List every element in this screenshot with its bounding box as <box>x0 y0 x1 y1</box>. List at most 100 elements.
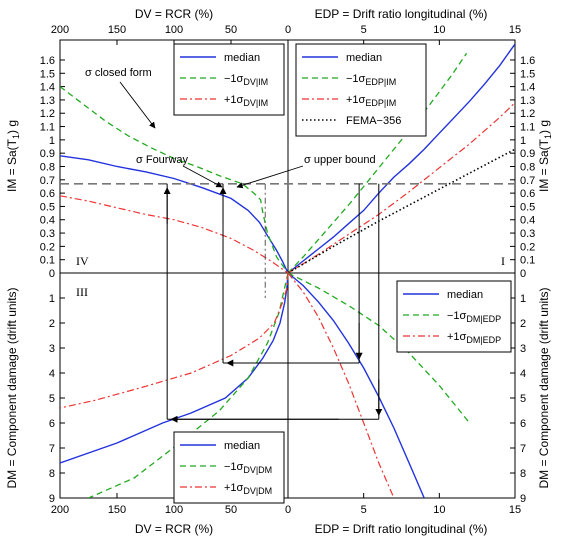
dv-tick-label-bottom: 50 <box>225 504 237 516</box>
left-lower-ylabel: DM = Component damage (drift units) <box>5 287 19 488</box>
annotation-upper-bound: σ upper bound <box>304 154 376 166</box>
im-tick-label-right: 0.6 <box>520 188 535 200</box>
im-tick-label-right: 0.8 <box>520 161 535 173</box>
q2-plus1-curve <box>287 272 395 498</box>
im-tick-label-left: 1.5 <box>40 68 55 80</box>
legend-label: −1σDV|DM <box>224 461 272 475</box>
edp-tick-label-bottom: 5 <box>361 504 367 516</box>
dv-tick-label-top: 50 <box>225 24 237 36</box>
dv-tick-label-bottom: 150 <box>108 504 126 516</box>
dm-tick-label-right: 1 <box>520 293 526 305</box>
im-tick-label-right: 0.2 <box>520 241 535 253</box>
dm-tick-label-left: 6 <box>49 418 55 430</box>
legend-box <box>173 43 285 116</box>
annotation-upper-bound-arrow <box>236 165 304 189</box>
annotation-fourway-arrow <box>182 165 223 188</box>
edp-tick-label-bottom: 10 <box>433 504 445 516</box>
im-tick-label-right: 0.9 <box>520 148 535 160</box>
dv-tick-label-top: 200 <box>51 24 69 36</box>
q1-plus1-curve <box>287 102 515 274</box>
legend-label: −1σDV|IM <box>224 73 268 87</box>
dm-tick-label-right: 7 <box>520 443 526 455</box>
q3-median-curve <box>60 272 289 464</box>
q4-minus1-curve <box>60 86 289 274</box>
right-lower-ylabel: DM = Component damage (drift units) <box>537 287 551 488</box>
legend-label: median <box>447 289 483 301</box>
top-right-xlabel: EDP = Drift ratio longitudinal (%) <box>315 7 488 21</box>
im-tick-label-left: 0.6 <box>40 188 55 200</box>
edp-tick-label-top: 0 <box>285 24 291 36</box>
legend-label: +1σEDP|IM <box>346 94 396 108</box>
annotation-closed-form: σ closed form <box>85 67 152 79</box>
q1-median-curve <box>287 43 515 274</box>
legends: median −1σDV|IM +1σDV|IM median −1σEDP|IM +1σ… <box>173 43 512 504</box>
projection-paths <box>163 183 383 423</box>
im-tick-label-right: 1.5 <box>520 68 535 80</box>
im-tick-label-right: 1.6 <box>520 55 535 67</box>
quadrant-label-i: I <box>501 254 505 268</box>
dm-tick-label-right: 3 <box>520 343 526 355</box>
im-tick-label-right: 0.5 <box>520 201 535 213</box>
im-tick-label-left: 1.2 <box>40 108 55 120</box>
curves <box>60 43 515 498</box>
legend-label: median <box>224 52 260 64</box>
right-upper-ylabel: IM = Sa(T1) g <box>537 120 553 192</box>
legend-box <box>295 43 427 137</box>
im-tick-label-left: 0 <box>49 268 55 280</box>
dm-tick-label-left: 7 <box>49 443 55 455</box>
im-tick-label-left: 0.2 <box>40 241 55 253</box>
legend-label: FEMA−356 <box>346 115 401 127</box>
dm-tick-label-left: 8 <box>49 468 55 480</box>
im-tick-label-right: 0.1 <box>520 255 535 267</box>
dm-tick-label-left: 5 <box>49 393 55 405</box>
legend-box <box>396 280 512 353</box>
im-tick-label-right: 0.3 <box>520 228 535 240</box>
im-tick-label-left: 0.5 <box>40 201 55 213</box>
im-tick-label-left: 0.1 <box>40 255 55 267</box>
im-tick-label-right: 0.4 <box>520 215 535 227</box>
legend-label: +1σDV|IM <box>224 94 268 108</box>
dv-tick-label-bottom: 200 <box>51 504 69 516</box>
annotation-closed-form-arrow <box>119 81 156 129</box>
left-upper-ylabel: IM = Sa(T1) g <box>5 120 21 192</box>
dv-tick-label-bottom: 100 <box>165 504 183 516</box>
im-tick-label-right: 1.2 <box>520 108 535 120</box>
im-tick-label-left: 1.6 <box>40 55 55 67</box>
dm-tick-label-left: 4 <box>49 368 55 380</box>
im-tick-label-left: 1.1 <box>40 122 55 134</box>
dv-tick-label-top: 100 <box>165 24 183 36</box>
q1-minus1-curve <box>287 52 468 274</box>
dm-tick-label-right: 8 <box>520 468 526 480</box>
edp-tick-label-top: 15 <box>509 24 521 36</box>
dm-tick-label-left: 9 <box>49 493 55 505</box>
im-tick-label-left: 0.3 <box>40 228 55 240</box>
legend-label: +1σDM|EDP <box>447 331 501 345</box>
q4-median-curve <box>60 155 289 274</box>
im-tick-label-left: 1.4 <box>40 82 55 94</box>
quadrant-label-iv: IV <box>76 254 89 268</box>
top-left-xlabel: DV = RCR (%) <box>135 7 213 21</box>
im-tick-label-right: 1.1 <box>520 122 535 134</box>
quadrant-label-iii: III <box>76 285 88 299</box>
im-tick-label-right: 0 <box>520 268 526 280</box>
im-tick-label-left: 1 <box>49 135 55 147</box>
legend-q3: median −1σDV|DM +1σDV|DM <box>173 431 285 504</box>
dm-tick-label-left: 1 <box>49 293 55 305</box>
dm-tick-label-right: 6 <box>520 418 526 430</box>
im-tick-label-right: 1.3 <box>520 95 535 107</box>
legend-label: median <box>224 440 260 452</box>
bottom-right-xlabel: EDP = Drift ratio longitudinal (%) <box>315 522 488 536</box>
dm-tick-label-left: 2 <box>49 318 55 330</box>
legend-q1: median −1σEDP|IM +1σEDP|IM FEMA−356 <box>295 43 427 137</box>
q3-minus1-curve <box>88 272 289 498</box>
edp-tick-label-top: 5 <box>361 24 367 36</box>
edp-tick-label-bottom: 0 <box>285 504 291 516</box>
dm-tick-label-left: 3 <box>49 343 55 355</box>
legend-label: −1σEDP|IM <box>346 73 396 87</box>
im-tick-label-right: 1 <box>520 135 526 147</box>
bottom-left-xlabel: DV = RCR (%) <box>135 522 213 536</box>
annotation-fourway: σ Fourway <box>136 154 189 166</box>
legend-q2: median −1σDM|EDP +1σDM|EDP <box>396 280 512 353</box>
dm-tick-label-right: 9 <box>520 493 526 505</box>
im-tick-label-left: 0.8 <box>40 161 55 173</box>
